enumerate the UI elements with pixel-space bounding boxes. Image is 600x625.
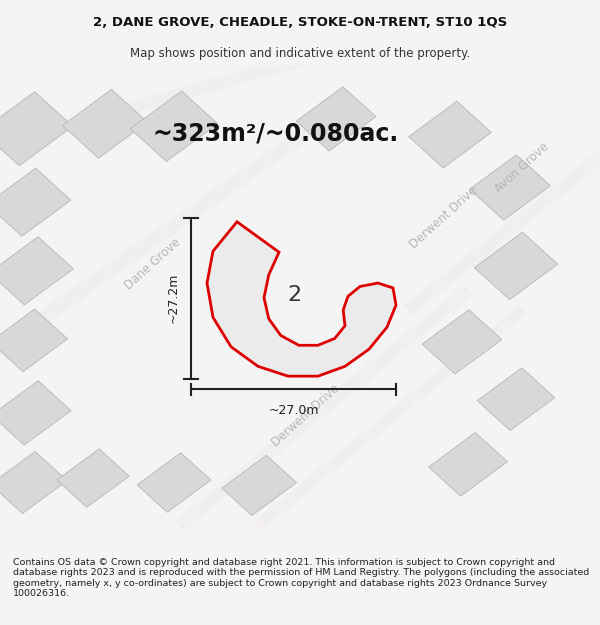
Polygon shape [57, 449, 129, 508]
Polygon shape [474, 232, 558, 299]
Polygon shape [207, 222, 396, 376]
Text: ~27.0m: ~27.0m [268, 404, 319, 417]
Text: Map shows position and indicative extent of the property.: Map shows position and indicative extent… [130, 47, 470, 60]
Polygon shape [409, 101, 491, 168]
Polygon shape [0, 309, 68, 372]
Polygon shape [0, 451, 67, 514]
Polygon shape [222, 456, 296, 516]
Polygon shape [470, 155, 550, 220]
Text: ~27.2m: ~27.2m [167, 273, 180, 323]
Text: Dane Grove: Dane Grove [122, 235, 184, 292]
Polygon shape [130, 91, 218, 161]
Polygon shape [296, 87, 376, 151]
Polygon shape [428, 432, 508, 496]
Text: Contains OS data © Crown copyright and database right 2021. This information is : Contains OS data © Crown copyright and d… [13, 558, 589, 598]
Polygon shape [0, 237, 73, 305]
Polygon shape [422, 310, 502, 374]
Polygon shape [0, 381, 71, 445]
Text: Avon Grove: Avon Grove [493, 141, 551, 196]
Polygon shape [0, 168, 71, 236]
Polygon shape [0, 92, 73, 166]
Polygon shape [137, 452, 211, 512]
Polygon shape [62, 89, 148, 158]
Text: 2, DANE GROVE, CHEADLE, STOKE-ON-TRENT, ST10 1QS: 2, DANE GROVE, CHEADLE, STOKE-ON-TRENT, … [93, 16, 507, 29]
Text: 2: 2 [287, 285, 301, 305]
Text: Derwent Drive: Derwent Drive [269, 382, 343, 449]
Text: ~323m²/~0.080ac.: ~323m²/~0.080ac. [153, 122, 399, 146]
Polygon shape [477, 368, 555, 431]
Text: Derwent Drive: Derwent Drive [407, 184, 481, 251]
